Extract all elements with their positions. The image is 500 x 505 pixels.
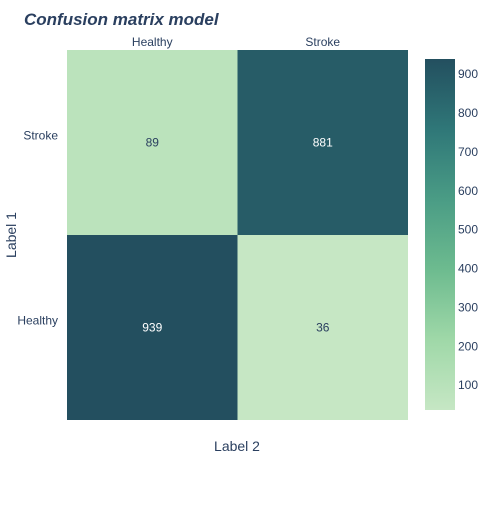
chart-title: Confusion matrix model	[24, 10, 220, 29]
colorbar-tick-label: 100	[458, 378, 478, 392]
x-tick-label: Stroke	[305, 35, 340, 49]
cell-value-label: 36	[316, 321, 330, 335]
colorbar-tick-label: 300	[458, 300, 478, 314]
colorbar-tick-label: 200	[458, 339, 478, 353]
x-tick-label: Healthy	[132, 35, 173, 49]
cell-value-label: 939	[142, 321, 162, 335]
colorbar-tick-label: 700	[458, 145, 478, 159]
colorbar-tick-label: 900	[458, 67, 478, 81]
heatmap-cells	[67, 50, 408, 420]
colorbar-tick-label: 800	[458, 106, 478, 120]
cell-value-label: 881	[313, 136, 333, 150]
y-axis-ticks: Stroke Healthy	[17, 129, 58, 328]
heatmap-cell-labels: 89 881 939 36	[142, 136, 333, 335]
x-axis-ticks: Healthy Stroke	[132, 35, 341, 49]
y-tick-label: Stroke	[23, 129, 58, 143]
colorbar-tick-label: 500	[458, 223, 478, 237]
cell-value-label: 89	[146, 136, 160, 150]
heatmap-cell-0-1	[237, 50, 408, 235]
colorbar: 100 200 300 400 500 600 700 800 900	[425, 59, 478, 410]
colorbar-gradient	[425, 59, 455, 410]
colorbar-tick-label: 400	[458, 262, 478, 276]
heatmap-cell-1-0	[67, 235, 238, 420]
y-tick-label: Healthy	[17, 314, 58, 328]
heatmap-cell-0-0	[67, 50, 238, 235]
x-axis-label: Label 2	[214, 438, 260, 454]
colorbar-tick-label: 600	[458, 184, 478, 198]
y-axis-label: Label 1	[3, 212, 19, 258]
heatmap-cell-1-1	[237, 235, 408, 420]
